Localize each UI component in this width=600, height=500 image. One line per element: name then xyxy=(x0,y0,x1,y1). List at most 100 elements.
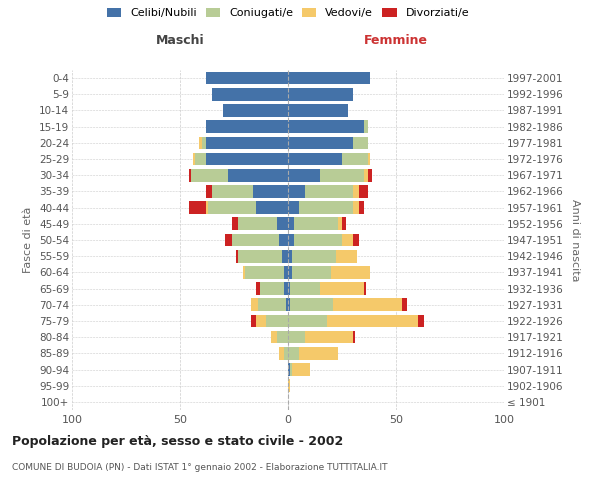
Bar xyxy=(208,202,256,214)
Bar xyxy=(256,314,266,328)
Bar xyxy=(364,169,368,181)
Bar xyxy=(280,234,288,246)
Y-axis label: Fasce di età: Fasce di età xyxy=(23,207,34,273)
Bar xyxy=(288,314,327,328)
Bar xyxy=(290,363,292,376)
Bar xyxy=(288,298,290,311)
Bar xyxy=(292,250,335,262)
Bar xyxy=(305,331,353,344)
Text: Popolazione per età, sesso e stato civile - 2002: Popolazione per età, sesso e stato civil… xyxy=(12,435,343,448)
Bar xyxy=(364,282,366,295)
Bar xyxy=(288,72,370,85)
Bar xyxy=(195,152,206,166)
Bar xyxy=(342,218,346,230)
Bar xyxy=(284,266,288,278)
Bar xyxy=(334,298,403,311)
Bar xyxy=(281,250,288,262)
Bar xyxy=(284,347,288,360)
Bar xyxy=(288,185,305,198)
Bar xyxy=(288,88,353,101)
Bar xyxy=(253,185,288,198)
Bar xyxy=(288,120,364,133)
Bar xyxy=(342,152,368,166)
Bar xyxy=(418,314,424,328)
Bar xyxy=(258,298,286,311)
Bar xyxy=(188,202,206,214)
Bar xyxy=(290,282,320,295)
Bar xyxy=(199,136,202,149)
Bar xyxy=(288,104,349,117)
Bar xyxy=(299,202,353,214)
Bar xyxy=(206,120,288,133)
Bar xyxy=(223,104,288,117)
Bar xyxy=(403,298,407,311)
Bar xyxy=(368,152,370,166)
Bar xyxy=(368,169,372,181)
Bar xyxy=(320,169,364,181)
Bar xyxy=(288,152,342,166)
Bar xyxy=(359,202,364,214)
Bar xyxy=(212,88,288,101)
Bar xyxy=(331,266,370,278)
Bar xyxy=(338,218,342,230)
Bar xyxy=(227,169,288,181)
Bar xyxy=(238,218,277,230)
Bar xyxy=(232,234,280,246)
Bar xyxy=(295,234,342,246)
Bar xyxy=(288,282,290,295)
Text: Femmine: Femmine xyxy=(364,34,428,48)
Y-axis label: Anni di nascita: Anni di nascita xyxy=(570,198,580,281)
Bar xyxy=(286,298,288,311)
Bar xyxy=(292,363,310,376)
Bar xyxy=(305,185,353,198)
Bar xyxy=(226,234,232,246)
Bar xyxy=(260,282,284,295)
Bar xyxy=(288,347,299,360)
Bar xyxy=(206,72,288,85)
Bar xyxy=(295,218,338,230)
Bar xyxy=(284,282,288,295)
Bar xyxy=(290,298,334,311)
Bar xyxy=(288,218,295,230)
Bar xyxy=(353,202,359,214)
Bar xyxy=(288,266,292,278)
Bar xyxy=(206,202,208,214)
Bar xyxy=(206,185,212,198)
Bar xyxy=(245,266,284,278)
Bar xyxy=(238,250,281,262)
Bar xyxy=(256,202,288,214)
Bar xyxy=(271,331,277,344)
Bar xyxy=(251,314,256,328)
Bar xyxy=(288,250,292,262)
Bar xyxy=(299,347,338,360)
Bar xyxy=(191,169,227,181)
Text: COMUNE DI BUDOIA (PN) - Dati ISTAT 1° gennaio 2002 - Elaborazione TUTTITALIA.IT: COMUNE DI BUDOIA (PN) - Dati ISTAT 1° ge… xyxy=(12,462,388,471)
Bar xyxy=(280,347,284,360)
Bar xyxy=(364,120,368,133)
Bar xyxy=(206,152,288,166)
Bar xyxy=(359,185,368,198)
Bar xyxy=(353,136,368,149)
Bar xyxy=(335,250,357,262)
Bar xyxy=(288,234,295,246)
Bar xyxy=(288,202,299,214)
Bar xyxy=(206,136,288,149)
Bar xyxy=(188,169,191,181)
Bar xyxy=(193,152,195,166)
Bar xyxy=(288,363,290,376)
Bar xyxy=(256,282,260,295)
Bar xyxy=(342,234,353,246)
Bar xyxy=(288,136,353,149)
Bar xyxy=(288,380,290,392)
Bar xyxy=(353,331,355,344)
Legend: Celibi/Nubili, Coniugati/e, Vedovi/e, Divorziati/e: Celibi/Nubili, Coniugati/e, Vedovi/e, Di… xyxy=(107,8,469,18)
Bar xyxy=(232,218,238,230)
Bar xyxy=(292,266,331,278)
Bar xyxy=(288,169,320,181)
Bar xyxy=(353,234,359,246)
Bar xyxy=(236,250,238,262)
Text: Maschi: Maschi xyxy=(155,34,205,48)
Bar xyxy=(288,331,305,344)
Bar xyxy=(202,136,206,149)
Bar xyxy=(327,314,418,328)
